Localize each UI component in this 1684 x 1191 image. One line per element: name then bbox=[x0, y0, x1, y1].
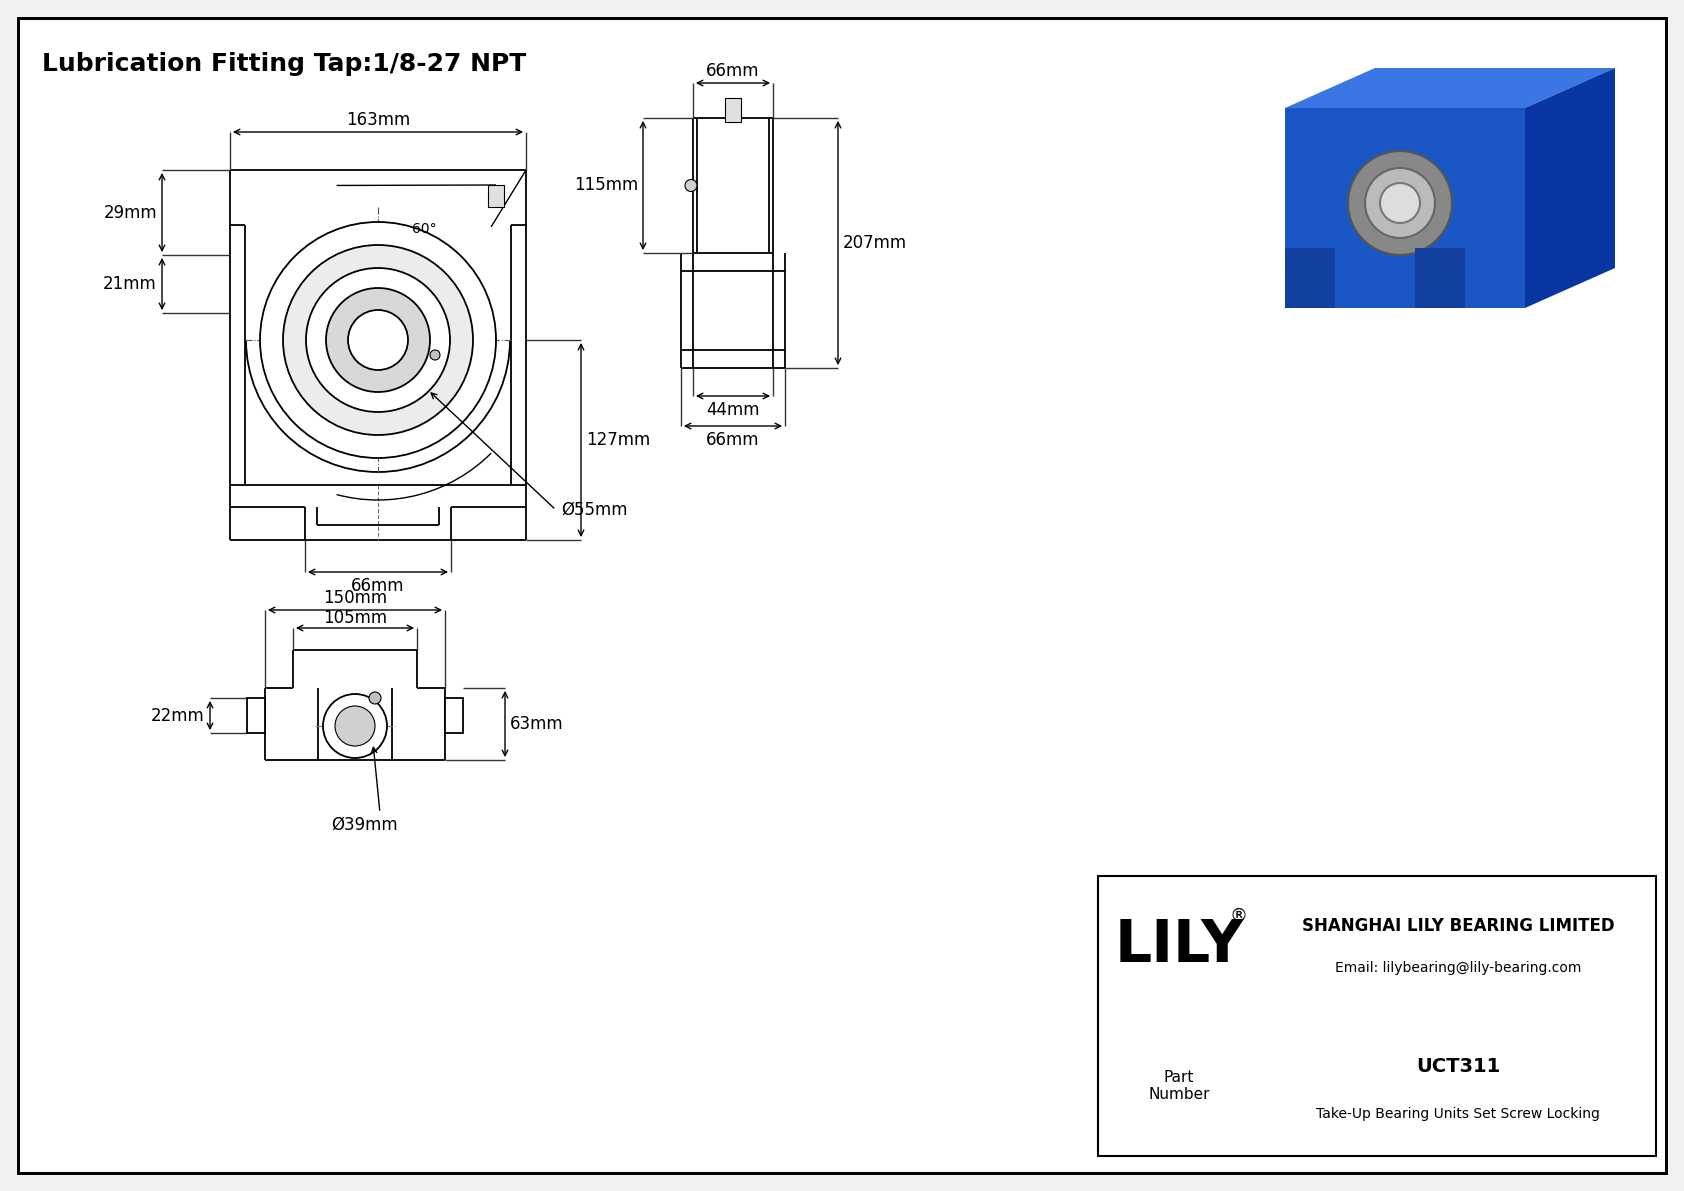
Text: UCT311: UCT311 bbox=[1416, 1056, 1500, 1075]
Circle shape bbox=[323, 694, 387, 757]
Text: 66mm: 66mm bbox=[706, 431, 759, 449]
Circle shape bbox=[283, 245, 473, 435]
Text: 207mm: 207mm bbox=[844, 233, 908, 252]
Text: 60°: 60° bbox=[413, 222, 436, 236]
Circle shape bbox=[1379, 183, 1420, 223]
Text: 105mm: 105mm bbox=[323, 609, 387, 626]
Circle shape bbox=[349, 310, 408, 370]
Polygon shape bbox=[1285, 68, 1615, 108]
Text: ®: ® bbox=[1229, 908, 1246, 925]
Text: Take-Up Bearing Units Set Screw Locking: Take-Up Bearing Units Set Screw Locking bbox=[1317, 1106, 1600, 1121]
Text: 127mm: 127mm bbox=[586, 431, 650, 449]
Circle shape bbox=[369, 692, 381, 704]
Bar bbox=[726, 98, 741, 121]
Bar bbox=[1415, 248, 1465, 308]
Polygon shape bbox=[1526, 68, 1615, 308]
Text: Ø39mm: Ø39mm bbox=[332, 816, 399, 834]
Circle shape bbox=[335, 706, 376, 746]
Circle shape bbox=[685, 180, 697, 192]
Bar bbox=[445, 698, 463, 732]
Text: 29mm: 29mm bbox=[103, 204, 157, 222]
Bar bbox=[1285, 108, 1526, 308]
Text: 21mm: 21mm bbox=[103, 275, 157, 293]
Text: 66mm: 66mm bbox=[352, 576, 404, 596]
Text: 66mm: 66mm bbox=[706, 62, 759, 80]
Circle shape bbox=[327, 288, 429, 392]
Text: 115mm: 115mm bbox=[574, 176, 638, 194]
Bar bbox=[1098, 877, 1655, 1156]
Bar bbox=[1285, 248, 1335, 308]
Text: 44mm: 44mm bbox=[706, 401, 759, 419]
Text: Lubrication Fitting Tap:1/8-27 NPT: Lubrication Fitting Tap:1/8-27 NPT bbox=[42, 52, 525, 76]
Circle shape bbox=[1347, 151, 1452, 255]
Circle shape bbox=[1366, 168, 1435, 238]
Text: Email: lilybearing@lily-bearing.com: Email: lilybearing@lily-bearing.com bbox=[1335, 961, 1581, 975]
Circle shape bbox=[429, 350, 440, 360]
Bar bbox=[488, 185, 504, 207]
Text: Part
Number: Part Number bbox=[1148, 1070, 1209, 1102]
Text: 22mm: 22mm bbox=[152, 707, 205, 725]
Bar bbox=[248, 698, 264, 732]
Circle shape bbox=[306, 268, 450, 412]
Text: 63mm: 63mm bbox=[510, 715, 564, 732]
Text: 163mm: 163mm bbox=[345, 111, 411, 129]
Text: Ø55mm: Ø55mm bbox=[561, 501, 628, 519]
Circle shape bbox=[259, 222, 497, 459]
Text: 150mm: 150mm bbox=[323, 590, 387, 607]
Text: LILY: LILY bbox=[1115, 917, 1244, 974]
Text: SHANGHAI LILY BEARING LIMITED: SHANGHAI LILY BEARING LIMITED bbox=[1302, 917, 1615, 935]
